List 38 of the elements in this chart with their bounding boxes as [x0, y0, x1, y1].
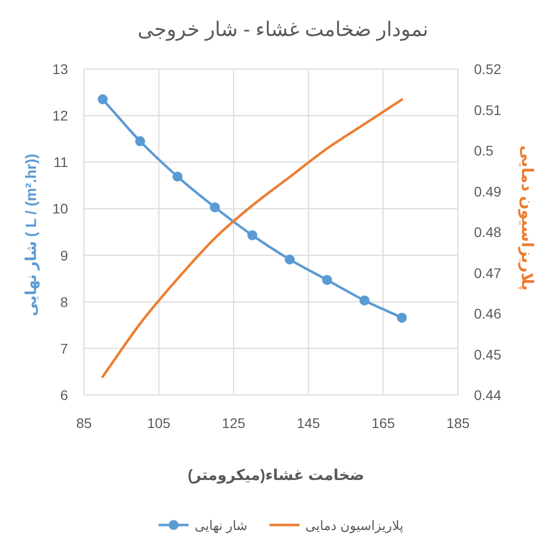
y-tick-label: 12	[52, 108, 68, 124]
point	[210, 202, 220, 212]
y-tick-label: 13	[52, 61, 68, 77]
x-tick-label: 125	[222, 415, 246, 431]
point	[98, 94, 108, 104]
y-tick-label: 7	[60, 340, 68, 356]
y2-tick-label: 0.47	[474, 264, 502, 281]
point	[135, 136, 146, 146]
x-tick-label: 85	[76, 415, 92, 431]
y-axis-title: شار نهایی ( L / (m².hr))	[23, 154, 40, 316]
legend-label: پلاریزاسیون دمایی	[305, 518, 404, 534]
y-tick-label: 9	[60, 247, 68, 264]
point	[360, 295, 370, 306]
y2-tick-label: 0.46	[474, 306, 502, 322]
point	[396, 312, 407, 323]
x-tick-label: 165	[372, 415, 396, 431]
point	[247, 230, 258, 240]
y2-axis-title: پلاریزاسیون دمایی	[518, 145, 535, 291]
y2-tick-label: 0.51	[474, 102, 502, 118]
point	[322, 274, 332, 285]
y2-tick-label: 0.5	[474, 142, 494, 158]
legend-label: شار نهایی	[194, 518, 248, 534]
x-axis-title: ضخامت غشاء(میکرومتر)	[188, 467, 364, 484]
y-tick-label: 8	[60, 294, 68, 310]
x-tick-label: 145	[296, 415, 320, 431]
y2-tick-label: 0.44	[474, 387, 502, 403]
y-tick-label: 11	[53, 154, 68, 170]
chart-title: نمودار ضخامت غشاء - شار خروجی	[138, 19, 428, 41]
y2-tick-label: 0.45	[474, 346, 502, 362]
x-tick-label: 105	[147, 415, 171, 431]
y-tick-label: 10	[52, 200, 68, 217]
point	[172, 172, 182, 182]
y2-tick-label: 0.49	[474, 183, 502, 200]
y-tick-label: 6	[60, 387, 68, 403]
y2-tick-label: 0.52	[474, 61, 502, 77]
y2-tick-label: 0.48	[474, 224, 502, 240]
x-tick-label: 185	[446, 415, 470, 431]
point	[284, 254, 295, 264]
